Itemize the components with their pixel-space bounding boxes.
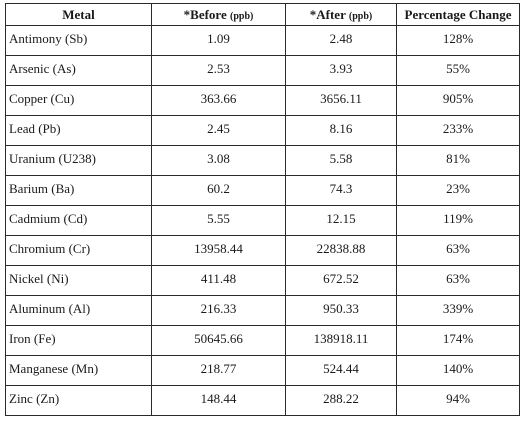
cell-metal: Manganese (Mn) [5,355,152,386]
cell-change: 140% [396,355,520,386]
table-row: Copper (Cu) 363.66 3656.11 905% [5,85,520,116]
cell-metal: Chromium (Cr) [5,235,152,266]
cell-after: 524.44 [285,355,397,386]
cell-after: 3.93 [285,55,397,86]
header-label: Metal [62,6,95,22]
cell-metal: Copper (Cu) [5,85,152,116]
cell-after: 3656.11 [285,85,397,116]
table-row: Manganese (Mn) 218.77 524.44 140% [5,355,520,386]
cell-before: 5.55 [151,205,286,236]
header-unit: (ppb) [348,10,373,22]
cell-after: 5.58 [285,145,397,176]
cell-metal: Iron (Fe) [5,325,152,356]
cell-after: 22838.88 [285,235,397,266]
header-percentage-change: Percentage Change [396,3,520,26]
cell-change: 233% [396,115,520,146]
cell-before: 50645.66 [151,325,286,356]
cell-before: 216.33 [151,295,286,326]
cell-after: 672.52 [285,265,397,296]
cell-change: 905% [396,85,520,116]
cell-metal: Antimony (Sb) [5,25,152,56]
cell-change: 339% [396,295,520,326]
cell-after: 8.16 [285,115,397,146]
cell-metal: Aluminum (Al) [5,295,152,326]
header-unit: (ppb) [229,10,254,22]
cell-change: 23% [396,175,520,206]
cell-change: 94% [396,385,520,416]
header-label: *Before [183,6,227,22]
cell-change: 81% [396,145,520,176]
table-row: Chromium (Cr) 13958.44 22838.88 63% [5,235,520,266]
table-row: Arsenic (As) 2.53 3.93 55% [5,55,520,86]
cell-before: 2.53 [151,55,286,86]
cell-after: 2.48 [285,25,397,56]
cell-before: 411.48 [151,265,286,296]
cell-before: 3.08 [151,145,286,176]
cell-metal: Cadmium (Cd) [5,205,152,236]
cell-change: 55% [396,55,520,86]
table-header: Metal *Before (ppb) *After (ppb) Percent… [5,3,520,26]
cell-metal: Lead (Pb) [5,115,152,146]
table-row: Iron (Fe) 50645.66 138918.11 174% [5,325,520,356]
cell-after: 74.3 [285,175,397,206]
cell-before: 60.2 [151,175,286,206]
table-body: Antimony (Sb) 1.09 2.48 128% Arsenic (As… [5,25,520,416]
cell-metal: Uranium (U238) [5,145,152,176]
cell-change: 128% [396,25,520,56]
header-before: *Before (ppb) [151,3,286,26]
table-row: Zinc (Zn) 148.44 288.22 94% [5,385,520,416]
cell-before: 1.09 [151,25,286,56]
cell-metal: Arsenic (As) [5,55,152,86]
table-row: Aluminum (Al) 216.33 950.33 339% [5,295,520,326]
cell-before: 218.77 [151,355,286,386]
table-row: Antimony (Sb) 1.09 2.48 128% [5,25,520,56]
cell-after: 138918.11 [285,325,397,356]
cell-before: 148.44 [151,385,286,416]
cell-change: 63% [396,235,520,266]
header-label: *After [309,6,346,22]
header-row: Metal *Before (ppb) *After (ppb) Percent… [5,3,520,26]
cell-after: 12.15 [285,205,397,236]
header-metal: Metal [5,3,152,26]
cell-change: 119% [396,205,520,236]
metals-table: Metal *Before (ppb) *After (ppb) Percent… [5,3,520,416]
cell-after: 950.33 [285,295,397,326]
header-label: Percentage Change [404,6,512,22]
table-row: Lead (Pb) 2.45 8.16 233% [5,115,520,146]
table-row: Uranium (U238) 3.08 5.58 81% [5,145,520,176]
cell-before: 13958.44 [151,235,286,266]
header-after: *After (ppb) [285,3,397,26]
table-row: Barium (Ba) 60.2 74.3 23% [5,175,520,206]
cell-change: 63% [396,265,520,296]
cell-before: 363.66 [151,85,286,116]
cell-change: 174% [396,325,520,356]
cell-after: 288.22 [285,385,397,416]
cell-metal: Barium (Ba) [5,175,152,206]
table-row: Cadmium (Cd) 5.55 12.15 119% [5,205,520,236]
cell-before: 2.45 [151,115,286,146]
cell-metal: Zinc (Zn) [5,385,152,416]
cell-metal: Nickel (Ni) [5,265,152,296]
table-row: Nickel (Ni) 411.48 672.52 63% [5,265,520,296]
